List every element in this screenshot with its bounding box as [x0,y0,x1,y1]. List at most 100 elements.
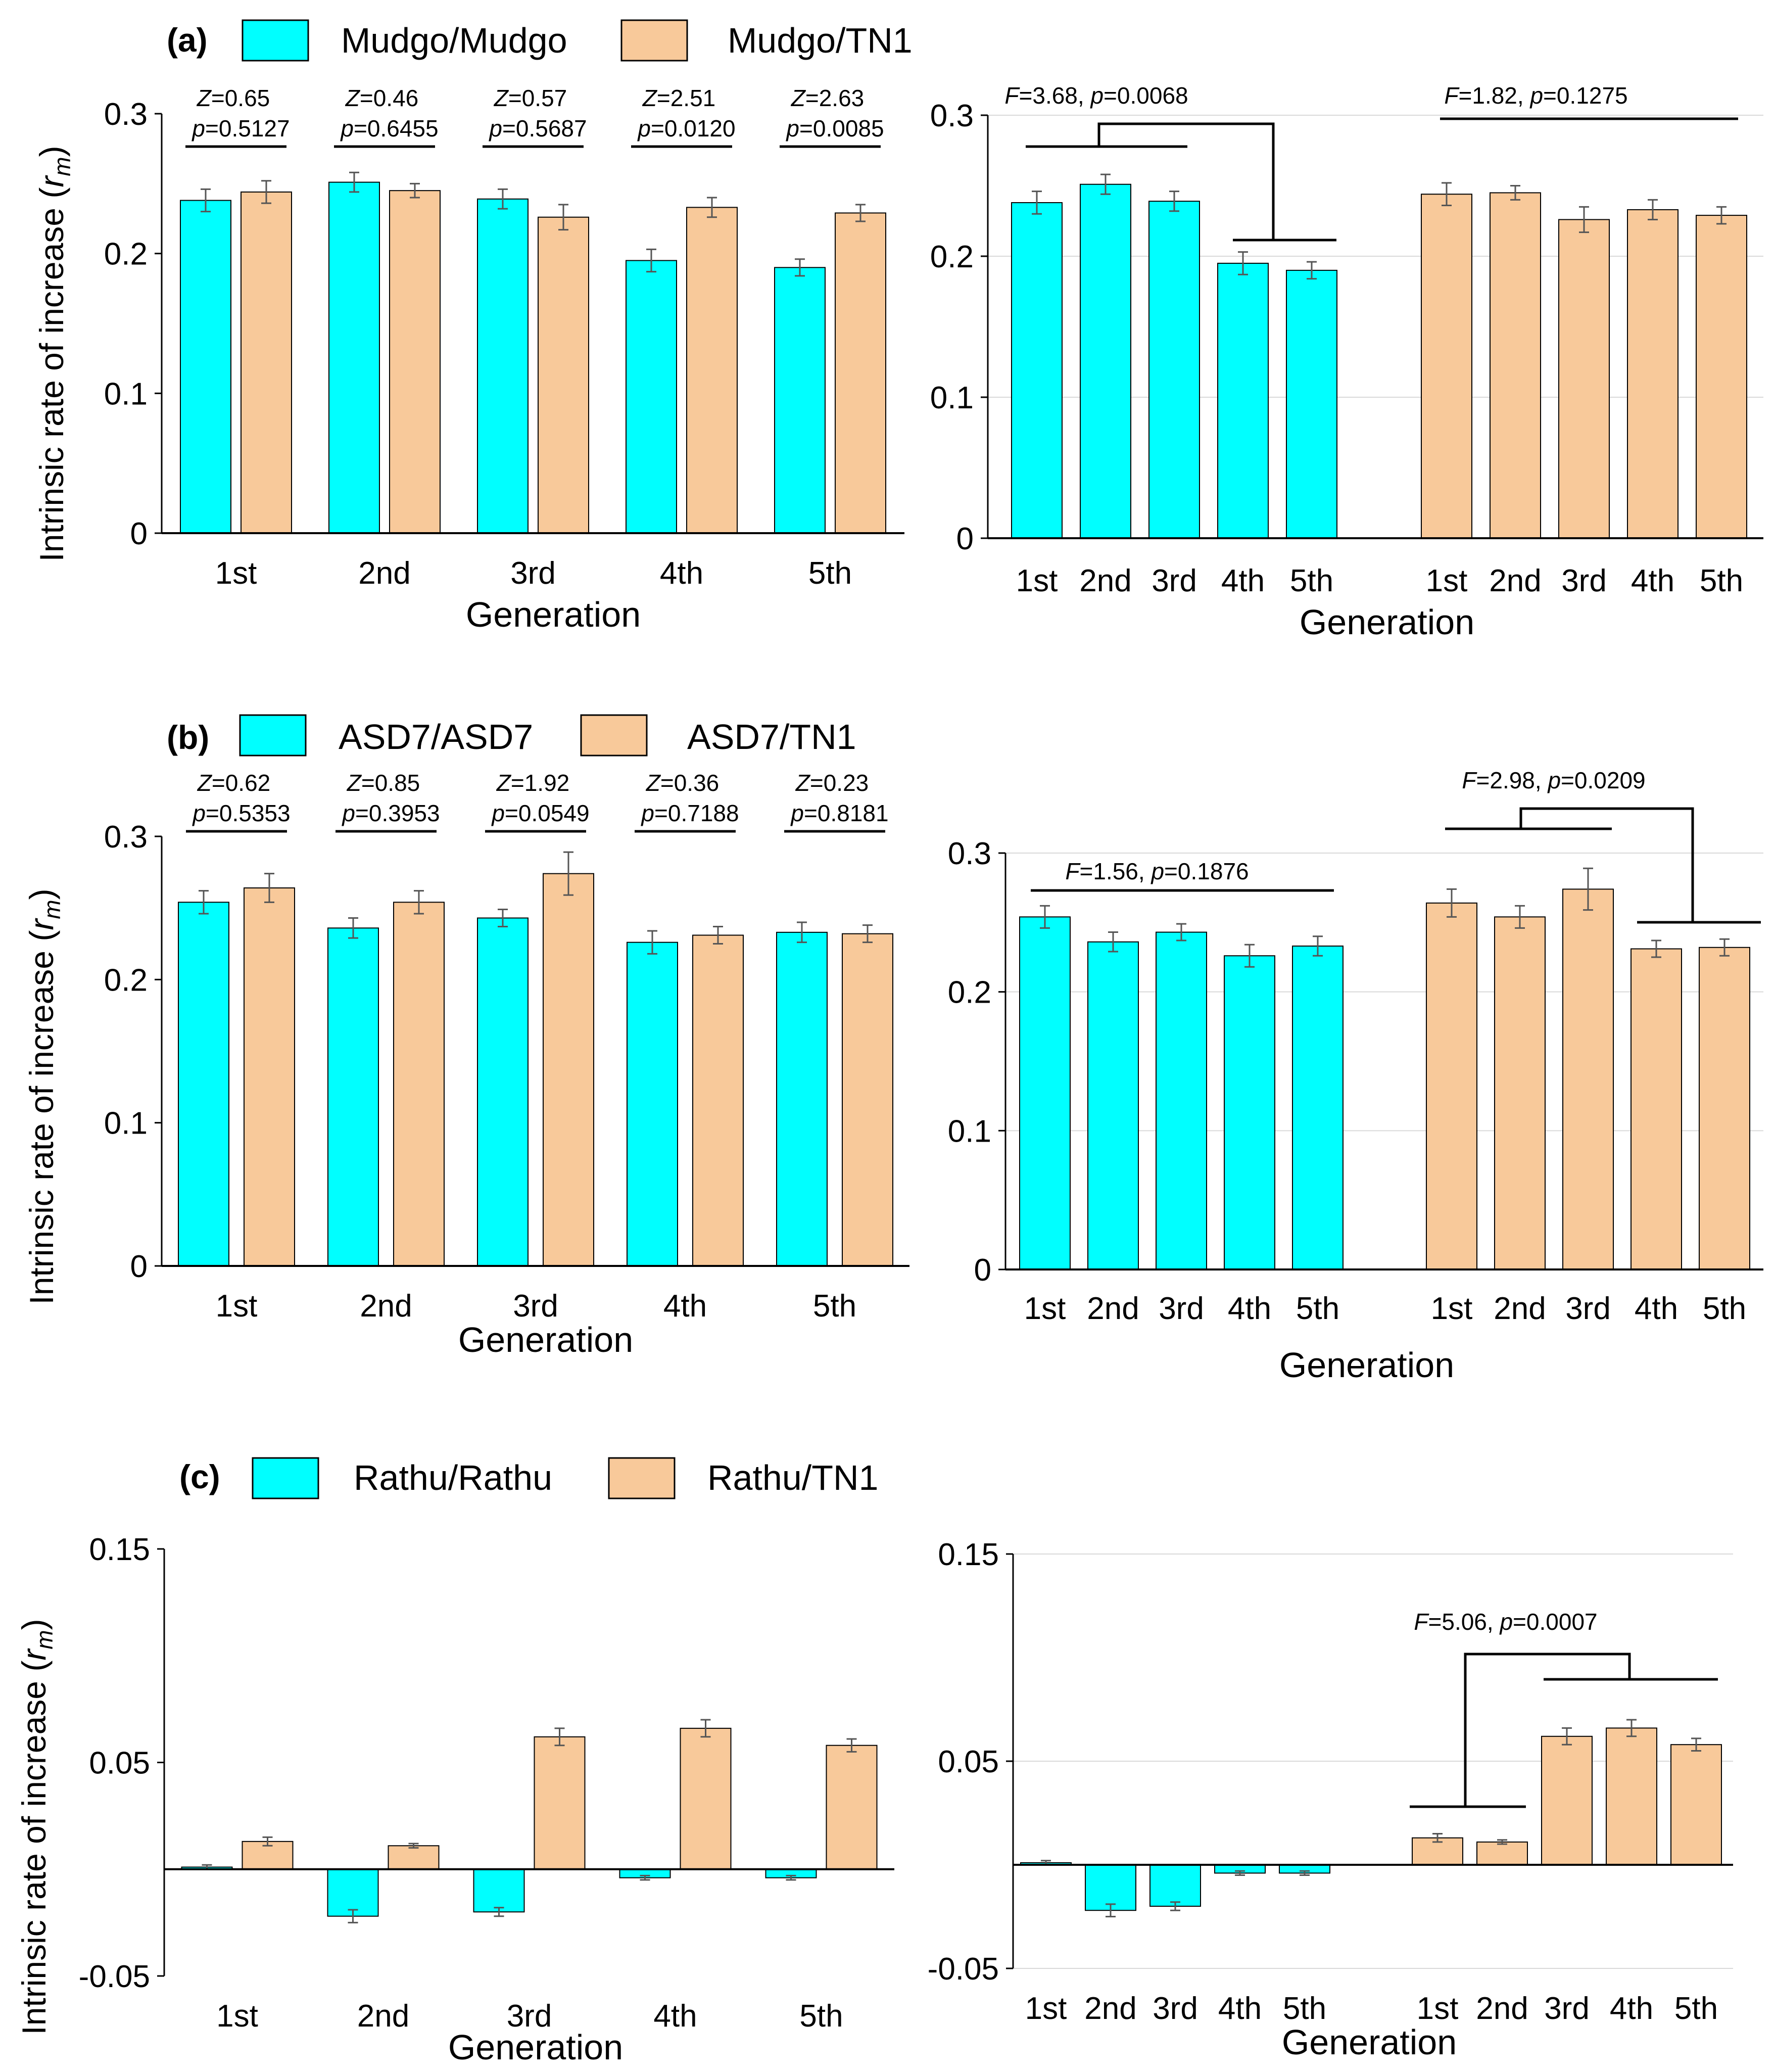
x-tick-label: 2nd [357,1999,409,2034]
anova-b-right-pvalue: =0.0209 [1561,767,1646,793]
x-tick-label: 4th [1635,1291,1678,1326]
x-tick-label: 2nd [1494,1291,1546,1326]
bar-mudgo-mudgo [1286,269,1337,539]
anova-a-right-stat: F [1444,82,1460,109]
bar-asd7-tn1 [842,933,893,1266]
bar-mudgo-mudgo [180,200,231,534]
z-stat: Z [642,85,658,111]
x-tick-label: 4th [663,1289,707,1324]
x-tick-label: 2nd [1489,563,1541,598]
p-test-label: p=0.0549 [491,800,589,826]
p-value: =0.0085 [799,115,884,142]
bar-asd7-asd7 [477,917,529,1266]
bar-asd7-tn1 [1631,948,1682,1270]
anova-b-right-stat: F [1462,767,1477,793]
x-tick-label: 5th [1283,1991,1326,2026]
panel-c: (c) Rathu/Rathu Rathu/TN1 Intrinsic rate… [15,1457,1733,2067]
anova-c-right-pvalue: =0.0007 [1513,1609,1598,1635]
y-tick-label: 0 [974,1253,991,1288]
y-tick-label: 0.2 [948,975,991,1010]
p-stat: p [790,800,804,826]
x-tick-label: 1st [1016,563,1058,598]
panel-label-a: (a) [167,21,208,59]
x-tick-label: 4th [660,556,703,591]
anova-a-right-p: p [1529,82,1543,109]
bar-asd7-asd7 [1224,955,1275,1270]
x-tick-label: 2nd [1079,563,1131,598]
x-tick-label: 5th [799,1999,843,2034]
z-test-label: Z=0.46 [345,85,419,111]
bar-asd7-asd7 [627,941,678,1266]
z-test-label: Z=2.63 [791,85,865,111]
anova-c-right-stat: F [1414,1609,1429,1635]
xlabel-a-right: Generation [1300,602,1474,642]
p-test-label: p=0.0085 [785,115,884,142]
p-value: =0.0549 [505,800,590,826]
z-test-label: Z=2.51 [642,85,716,111]
p-test-label: p=0.3953 [341,800,440,826]
bar-mudgo-tn1 [538,216,589,534]
ylabel-a-text: Intrinsic rate of increase ( [33,187,70,562]
bar-asd7-asd7 [327,927,379,1267]
bar-rathu-rathu [1149,1864,1201,1907]
x-tick-label: 5th [1703,1291,1746,1326]
p-value: =0.6455 [354,115,439,142]
ylabel-b-close: ) [23,888,60,900]
z-value: =0.36 [660,770,719,796]
bar-rathu-tn1 [388,1845,440,1870]
z-value: =0.57 [508,85,567,111]
p-test-label: p=0.5127 [191,115,290,142]
anova-b-left-value: =1.56, [1080,858,1152,884]
bar-mudgo-tn1 [389,190,441,534]
anova-b-left-p: p [1150,858,1164,884]
y-tick-label: 0.3 [948,836,991,871]
bar-asd7-tn1 [692,934,744,1266]
bar-mudgo-tn1 [241,191,292,534]
z-test-label: Z=0.65 [197,85,270,111]
z-value: =1.92 [511,770,569,796]
p-test-label: p=0.7188 [640,800,739,826]
y-tick-label: 0 [130,516,148,551]
x-tick-label: 2nd [1084,1991,1136,2026]
bar-mudgo-mudgo [1217,262,1269,539]
z-stat: Z [345,85,361,111]
x-tick-label: 5th [1290,563,1333,598]
chart-b-right: 0 0.1 0.2 0.3 1st 2nd 3rd 4th 5th 1st 2nd 3rd 4th 5th [948,836,1763,1326]
y-tick-label: 0.3 [930,99,974,133]
y-tick-label: -0.05 [79,1959,150,1994]
bar-asd7-tn1 [1426,902,1477,1270]
p-value: =0.5127 [205,115,290,142]
p-test-label: p=0.6455 [340,115,438,142]
chart-a-left: 00.10.20.31stZ=0.65p=0.51272ndZ=0.46p=0.… [104,85,904,591]
anova-c-right-value: =5.06, [1428,1609,1500,1635]
y-tick-label: 0 [956,522,974,556]
p-test-label: p=0.5687 [488,115,587,142]
bar-mudgo-mudgo [1080,183,1131,539]
z-stat: Z [795,770,811,796]
panel-a: (a) Mudgo/Mudgo Mudgo/TN1 Intrinsic rate… [33,19,1763,642]
bar-asd7-tn1 [1699,947,1750,1270]
z-value: =0.62 [212,770,270,796]
anova-c-right: F=5.06, p=0.0007 [1414,1609,1597,1635]
anova-b-left-stat: F [1065,858,1081,884]
xlabel-c-right: Generation [1282,2022,1457,2062]
y-tick-label: 0.2 [930,240,974,274]
ylabel-b-sub: m [39,900,65,919]
bar-rathu-tn1 [826,1745,878,1870]
legend-label-a2: Mudgo/TN1 [728,21,913,60]
bar-asd7-tn1 [393,902,445,1267]
z-test-label: Z=0.85 [347,770,420,796]
z-test-label: Z=1.92 [496,770,570,796]
chart-b-left: 00.10.20.31stZ=0.62p=0.53532ndZ=0.85p=0.… [104,770,909,1324]
bar-mudgo-mudgo [328,181,380,534]
p-stat: p [341,800,355,826]
panel-label-b: (b) [167,719,209,756]
p-value: =0.8181 [804,800,889,826]
p-stat: p [637,115,651,142]
legend-label-c1: Rathu/Rathu [354,1458,552,1497]
anova-a-left-pvalue: =0.0068 [1104,82,1188,109]
bar-mudgo-tn1 [1421,194,1472,539]
y-tick-label: 0.2 [104,963,148,998]
y-tick-label: 0.3 [104,97,148,132]
